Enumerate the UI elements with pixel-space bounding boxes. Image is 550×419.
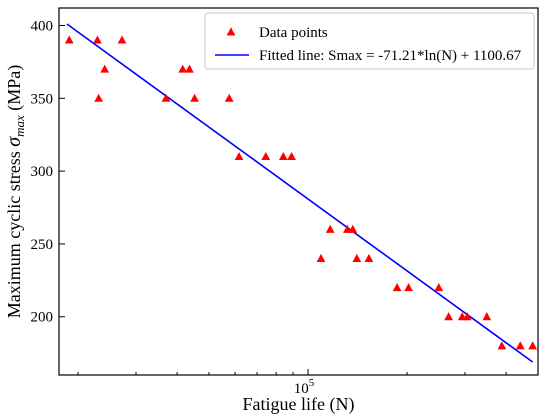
data-point-18 — [348, 224, 358, 233]
data-point-10 — [224, 93, 234, 102]
legend-label-fitted-line: Fitted line: Smax = -71.21*ln(N) + 1100.… — [259, 48, 522, 64]
y-axis-title-subscript: max — [12, 115, 27, 137]
data-point-11 — [234, 151, 244, 160]
data-point-28 — [497, 341, 507, 350]
data-point-12 — [261, 151, 271, 160]
data-point-22 — [404, 283, 413, 292]
legend-box — [204, 12, 535, 70]
data-point-2 — [93, 35, 102, 44]
legend: Data points Fitted line: Smax = -71.21*ln… — [204, 12, 535, 70]
data-point-20 — [364, 253, 374, 262]
plot-area — [64, 23, 538, 363]
x-tick-label-exp: 5 — [309, 377, 315, 389]
fitted-line — [66, 23, 534, 363]
plot-frame — [58, 7, 539, 376]
y-tick-label-250: 250 — [31, 237, 54, 253]
data-point-30 — [528, 341, 538, 350]
data-point-9 — [190, 93, 199, 102]
data-point-4 — [94, 93, 104, 102]
y-tick-label-300: 300 — [31, 164, 54, 180]
y-axis-title: Maximum cyclic stress σmax (MPa) — [3, 65, 27, 319]
data-point-24 — [444, 312, 453, 321]
data-point-8 — [185, 64, 194, 73]
data-point-16 — [325, 224, 335, 233]
y-tick-label-400: 400 — [31, 18, 54, 34]
legend-marker-data-points — [226, 27, 236, 36]
legend-label-data-points: Data points — [259, 25, 328, 41]
data-point-1 — [64, 35, 74, 44]
data-point-3 — [117, 35, 127, 44]
data-point-21 — [392, 283, 402, 292]
y-axis-title-prefix: Maximum cyclic stress — [4, 147, 24, 318]
x-tick-label-base: 10 — [294, 381, 309, 397]
x-tick-label: 105 — [294, 377, 315, 397]
x-axis-title: Fatigue life (N) — [243, 394, 355, 415]
y-tick-label-350: 350 — [31, 91, 54, 107]
y-tick-label-200: 200 — [31, 310, 54, 326]
data-point-5 — [100, 64, 110, 73]
data-point-14 — [287, 151, 296, 160]
data-point-19 — [352, 253, 362, 262]
data-point-29 — [515, 341, 525, 350]
data-point-27 — [482, 312, 492, 321]
data-point-13 — [278, 151, 288, 160]
data-point-15 — [316, 253, 326, 262]
data-point-7 — [178, 64, 188, 73]
y-axis-title-symbol: σ — [3, 136, 25, 147]
y-axis-title-suffix: (MPa) — [4, 65, 25, 116]
data-point-6 — [161, 93, 171, 102]
data-point-23 — [434, 283, 444, 292]
data-point-26 — [462, 312, 472, 321]
